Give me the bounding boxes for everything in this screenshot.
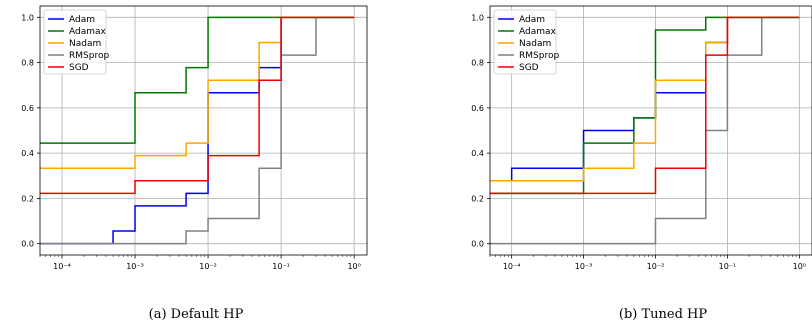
y-tick-label: 1.0 — [21, 13, 34, 22]
x-tick-label: 10⁻³ — [575, 262, 593, 271]
legend-label: SGD — [69, 63, 89, 73]
y-tick-label: 0.0 — [471, 240, 484, 249]
legend: Adam Adamax Nadam RMSprop SGD — [493, 9, 559, 75]
y-tick-label: 0.6 — [471, 104, 484, 113]
legend-label: Nadam — [519, 39, 551, 49]
x-tick-label: 10⁻² — [199, 262, 217, 271]
x-tick-label: 10⁰ — [347, 262, 360, 271]
x-tick-label: 10⁻³ — [126, 262, 144, 271]
legend-label: RMSprop — [69, 51, 109, 61]
legend-box — [43, 9, 107, 75]
legend-label: Adam — [519, 15, 545, 25]
y-tick-label: 0.4 — [21, 149, 34, 158]
chart-caption: (b) Tuned HP — [619, 307, 707, 322]
x-tick-label: 10⁻⁴ — [53, 262, 71, 271]
axes-frame — [39, 5, 368, 256]
x-tick-label: 10⁻¹ — [719, 262, 737, 271]
y-tick-label: 0.6 — [21, 104, 34, 113]
y-tick-label: 1.0 — [471, 13, 484, 22]
chart-caption: (a) Default HP — [149, 307, 244, 322]
series-line-adamax — [40, 16, 355, 144]
y-tick-label: 0.2 — [471, 194, 484, 203]
x-tick-label: 10⁻⁴ — [503, 262, 521, 271]
y-tick-label: 0.4 — [471, 149, 484, 158]
x-tick-label: 10⁻¹ — [272, 262, 290, 271]
legend: Adam Adamax Nadam RMSprop SGD — [43, 9, 109, 75]
legend-label: Adam — [69, 15, 95, 25]
legend-label: Adamax — [519, 27, 557, 37]
legend-label: Nadam — [69, 39, 101, 49]
y-tick-label: 0.8 — [21, 59, 34, 68]
x-tick-label: 10⁻² — [647, 262, 665, 271]
chart-panel-1: 0.0 0.2 0.4 0.6 0.8 1.0 10⁻⁴ 10⁻³ 10⁻² 10⁻¹ 10⁰ Ada… — [21, 5, 368, 322]
y-tick-label: 0.2 — [21, 194, 34, 203]
axes-frame — [489, 5, 812, 256]
series-line-adam — [40, 16, 355, 245]
legend-box — [493, 9, 557, 75]
series-line-sgd — [490, 16, 800, 195]
series-line-rmsprop — [490, 16, 800, 245]
legend-label: Adamax — [69, 27, 107, 37]
y-tick-label: 0.0 — [21, 240, 34, 249]
x-tick-label: 10⁰ — [793, 262, 806, 271]
legend-label: RMSprop — [519, 51, 559, 61]
series-line-rmsprop — [40, 16, 355, 245]
legend-label: SGD — [519, 63, 539, 73]
chart-panel-2: 0.0 0.2 0.4 0.6 0.8 1.0 10⁻⁴ 10⁻³ 10⁻² 10⁻¹ 10⁰ Ada… — [471, 5, 812, 322]
y-tick-label: 0.8 — [471, 59, 484, 68]
series-line-sgd — [40, 16, 355, 195]
